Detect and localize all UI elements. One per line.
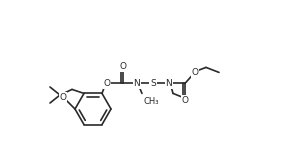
Text: S: S xyxy=(150,79,156,88)
Text: N: N xyxy=(166,79,172,88)
Text: O: O xyxy=(59,93,67,101)
Text: O: O xyxy=(192,68,198,77)
Text: N: N xyxy=(134,79,140,88)
Text: O: O xyxy=(181,96,188,105)
Text: O: O xyxy=(104,79,110,88)
Text: CH₃: CH₃ xyxy=(143,97,158,106)
Text: O: O xyxy=(119,62,127,71)
